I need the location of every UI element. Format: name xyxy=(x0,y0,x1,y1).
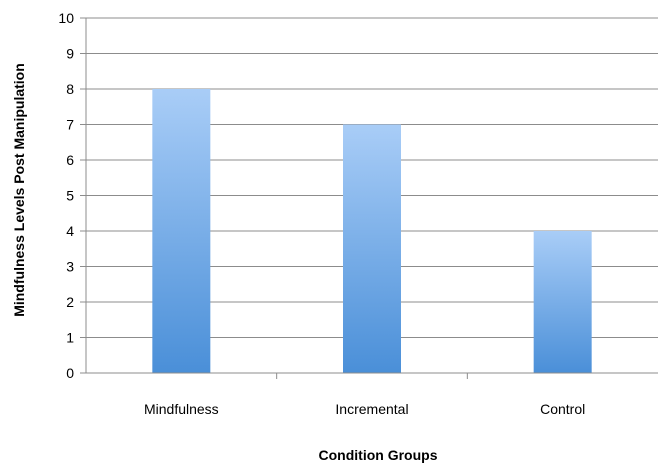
y-tick-labels: 0 1 2 3 4 5 6 7 8 9 10 xyxy=(58,10,74,381)
x-axis-title: Condition Groups xyxy=(319,447,438,463)
x-category-label: Control xyxy=(540,401,585,417)
bar-control xyxy=(533,231,592,373)
y-axis-title: Mindfulness Levels Post Manipulation xyxy=(11,63,27,317)
y-tick-label: 9 xyxy=(66,46,74,62)
y-tick-label: 6 xyxy=(66,152,74,168)
x-category-labels: Mindfulness Incremental Control xyxy=(144,401,585,417)
y-tick-label: 8 xyxy=(66,81,74,97)
y-tick-label: 5 xyxy=(66,188,74,204)
axes xyxy=(80,17,658,379)
x-category-label: Incremental xyxy=(335,401,408,417)
y-tick-label: 3 xyxy=(66,259,74,275)
bars xyxy=(152,89,592,373)
y-tick-label: 4 xyxy=(66,223,74,239)
x-category-label: Mindfulness xyxy=(144,401,219,417)
y-tick-label: 10 xyxy=(58,10,74,26)
bar-incremental xyxy=(343,124,401,373)
bar-mindfulness xyxy=(152,89,211,373)
y-tick-label: 0 xyxy=(66,365,74,381)
y-tick-label: 7 xyxy=(66,117,74,133)
y-tick-label: 2 xyxy=(66,294,74,310)
y-tick-label: 1 xyxy=(66,330,74,346)
